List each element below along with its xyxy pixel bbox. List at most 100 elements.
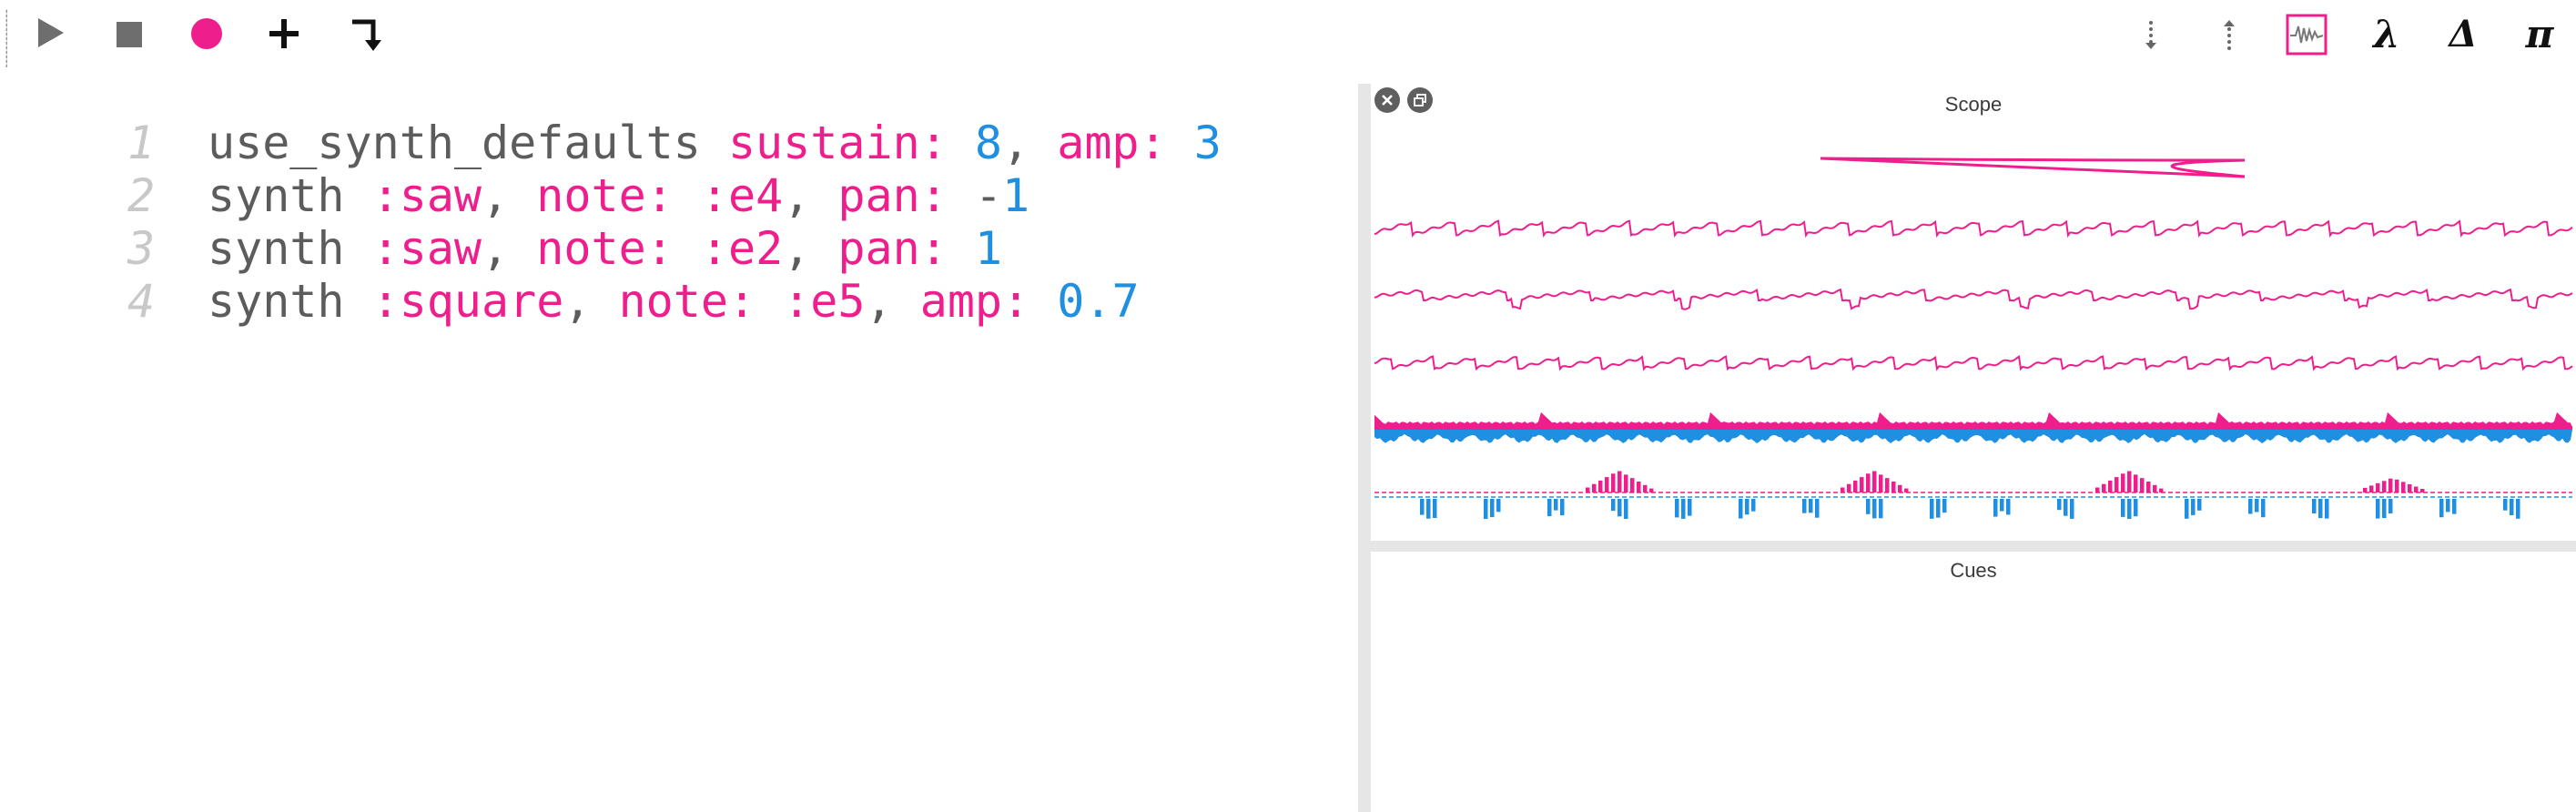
spectrum-bar	[1898, 484, 1902, 492]
spectrum-bar	[1751, 499, 1756, 512]
scope-close-button[interactable]	[1374, 87, 1400, 113]
spectrum-bar	[2134, 474, 2138, 492]
code-token: use_synth_defaults	[208, 117, 728, 169]
code-token: -	[974, 169, 1003, 222]
scope-title: Scope	[1944, 93, 2003, 116]
spectrum-bar	[2382, 499, 2387, 518]
spectrum-bar	[1847, 483, 1851, 492]
spectrum-bar	[1649, 488, 1654, 492]
play-icon	[38, 18, 64, 47]
scope-wave-icon	[2286, 14, 2328, 56]
spectrum-bar	[1496, 499, 1501, 513]
line-number: 4	[127, 275, 156, 328]
spectrum-bar	[2197, 499, 2202, 511]
spectrum-bar	[1860, 477, 1864, 492]
jump-icon	[352, 19, 381, 51]
plus-icon	[269, 19, 299, 48]
pi-button[interactable]: π	[2525, 11, 2554, 56]
spectrum-bar	[2439, 499, 2444, 518]
spectrum-bar	[2503, 499, 2508, 511]
spectrum-bar	[1586, 487, 1590, 492]
spectrum-bar	[1872, 471, 1877, 492]
spectrum-bar	[1936, 499, 1941, 518]
spectrum-bar	[2127, 499, 2132, 519]
spectrum-bar	[2127, 471, 2132, 492]
code-text: synth :square, note: :e5, amp: 0.7	[208, 275, 1140, 328]
waveform-mono	[1374, 219, 2573, 239]
code-token: 3	[1193, 117, 1222, 169]
spectrum-bar	[1930, 499, 1934, 519]
mirror-waveform	[1374, 411, 2572, 443]
panel-separator[interactable]	[1371, 541, 2576, 552]
lambda-button[interactable]: λ	[2373, 11, 2400, 56]
record-button[interactable]	[188, 15, 226, 53]
waveform-path	[1374, 288, 2573, 310]
spectrum-bar	[1618, 499, 1622, 517]
code-token: pan:	[837, 169, 975, 222]
spectrum-bar	[2146, 482, 2151, 492]
spectrum-bar	[2388, 499, 2393, 513]
window-detach-icon	[1414, 94, 1426, 107]
code-token: :saw	[371, 222, 482, 275]
spectrum-bar	[2452, 499, 2457, 514]
spectrum-bar	[2312, 499, 2317, 513]
spectrum-bar	[1891, 482, 1896, 492]
code-token: ,	[482, 222, 537, 275]
scroll-down-button[interactable]	[2135, 16, 2166, 53]
spectrum-bar	[1681, 499, 1686, 519]
spectrum-bar	[2388, 478, 2393, 492]
code-token: ,	[865, 275, 920, 328]
scope-visualization	[1374, 157, 2573, 519]
drag-handle[interactable]	[5, 9, 7, 67]
jump-button[interactable]	[346, 15, 386, 55]
spectrum-bar	[2140, 478, 2145, 492]
dotted-arrow-up-icon	[2224, 20, 2235, 50]
spectrum-bar	[1433, 499, 1437, 518]
lissajous-trace	[1820, 157, 2246, 178]
scroll-up-button[interactable]	[2214, 16, 2245, 53]
spectrum-bar	[1618, 471, 1622, 492]
spectrum-bar	[1611, 499, 1616, 512]
scope-panel: Scope	[1371, 84, 2576, 541]
spectrum-bar	[1879, 474, 1883, 492]
spectrum-bar	[2408, 483, 2412, 492]
code-token: :e4	[700, 169, 784, 222]
spectrum-bar	[2102, 483, 2106, 492]
code-token: synth	[208, 169, 372, 222]
spectrum-bar	[1554, 499, 1558, 511]
scope-toggle-button[interactable]	[2285, 13, 2328, 56]
add-button[interactable]	[264, 15, 304, 53]
spectrum-bar	[2516, 499, 2520, 519]
code-token: ,	[482, 169, 537, 222]
spectrum-bar	[2376, 499, 2380, 519]
spectrum-bar	[2363, 487, 2368, 492]
spectrum-bar	[1560, 499, 1565, 516]
code-token: 8	[974, 117, 1002, 169]
spectrum-bar	[1637, 482, 1641, 492]
pane-divider[interactable]	[1358, 84, 1371, 812]
code-token: synth	[208, 222, 372, 275]
spectrum-bar	[1490, 499, 1495, 518]
stop-button[interactable]	[111, 16, 147, 53]
spectrum-bar	[2369, 485, 2374, 492]
spectrum-bar	[2446, 499, 2450, 513]
run-button[interactable]	[33, 13, 69, 53]
spectrum-bar	[1885, 478, 1890, 492]
spectrum-bar	[1993, 499, 1998, 517]
spectrum-bar	[1904, 488, 1909, 492]
code-token: 0.7	[1057, 275, 1140, 328]
spectrum-bar	[2420, 489, 2425, 492]
lissajous-path	[1820, 157, 2246, 178]
mirror-upper	[1374, 411, 2572, 428]
waveform-path	[1374, 355, 2573, 371]
spectrum-bar	[1739, 499, 1743, 519]
close-icon	[1382, 95, 1393, 106]
spectrum-bar	[2261, 499, 2266, 518]
spectrum-bar	[2318, 499, 2323, 519]
spectrum-bar	[2115, 477, 2119, 492]
scope-detach-button[interactable]	[1407, 87, 1433, 113]
spectrum-bar	[1630, 478, 1635, 492]
spectrum-bar	[2006, 499, 2011, 515]
delta-button[interactable]: Δ	[2449, 12, 2478, 56]
code-token: ,	[563, 275, 619, 328]
